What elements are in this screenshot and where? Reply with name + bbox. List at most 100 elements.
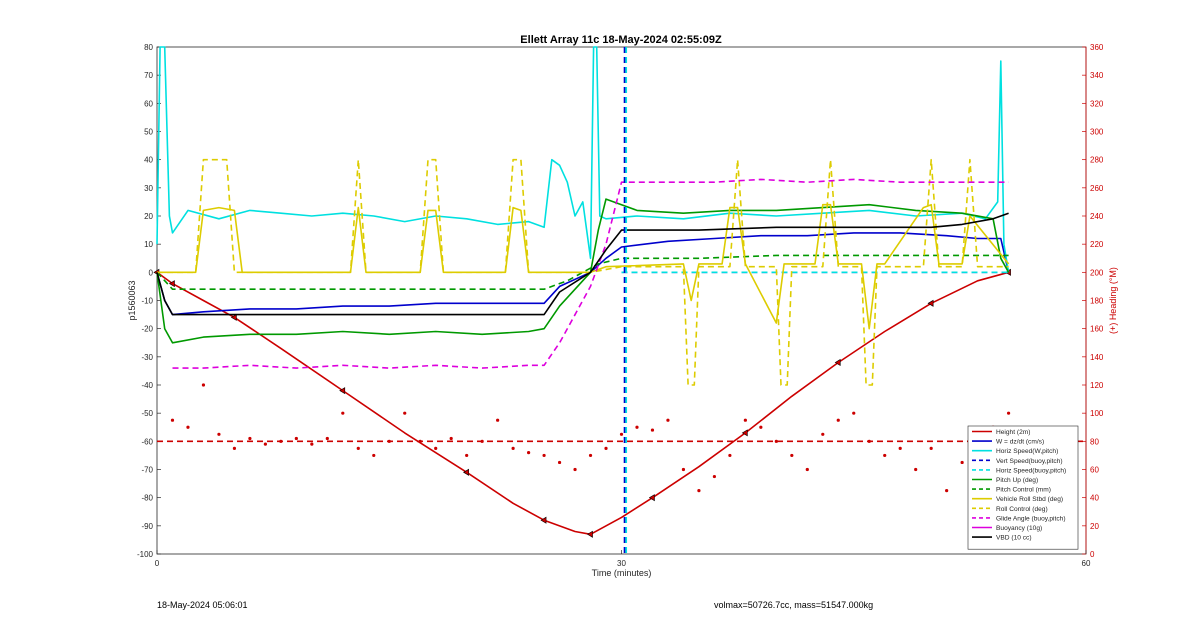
- y-tick-label: 0: [149, 268, 154, 277]
- heading-point: [898, 446, 902, 450]
- heading-point: [341, 411, 345, 415]
- heading-point: [325, 436, 329, 441]
- y2-tick-label: 140: [1090, 353, 1104, 362]
- y2-tick-label: 20: [1090, 522, 1099, 531]
- y2-tick-label: 40: [1090, 494, 1099, 503]
- legend-label: Height (2m): [996, 429, 1030, 436]
- height-marker: [927, 299, 934, 307]
- heading-point: [960, 460, 964, 465]
- heading-point: [759, 425, 763, 429]
- heading-point: [945, 489, 949, 493]
- y-tick-label: -80: [141, 494, 153, 503]
- series-group: [153, 46, 1086, 554]
- y2-axis-label: (+) Heading (°M): [1108, 267, 1118, 334]
- height-marker: [230, 313, 237, 321]
- heading-point: [697, 489, 701, 493]
- y-tick-label: -40: [141, 381, 153, 390]
- heading-point: [434, 446, 438, 450]
- y2-tick-label: 0: [1090, 550, 1095, 559]
- heading-point: [403, 411, 407, 415]
- y2-tick-label: 100: [1090, 409, 1104, 418]
- series-line: [156, 212, 1009, 316]
- heading-point: [805, 467, 809, 472]
- height-marker: [586, 530, 593, 538]
- y2-tick-label: 240: [1090, 212, 1104, 221]
- heading-point: [496, 418, 500, 422]
- y-tick-label: -60: [141, 437, 153, 446]
- y2-tick-label: 260: [1090, 184, 1104, 193]
- y-axis-label: p1560063: [127, 280, 137, 320]
- heading-point: [449, 436, 453, 441]
- legend-label: Horiz Speed(buoy,pitch): [996, 467, 1066, 474]
- heading-point: [790, 453, 794, 458]
- heading-point: [712, 474, 717, 479]
- heading-point: [310, 442, 314, 446]
- heading-point: [604, 446, 608, 450]
- y2-tick-label: 60: [1090, 466, 1099, 475]
- footer-timestamp: 18-May-2024 05:06:01: [157, 600, 248, 610]
- heading-point: [542, 453, 546, 458]
- legend-label: Horiz Speed(W,pitch): [996, 448, 1058, 455]
- legend-label: Roll Control (deg): [996, 506, 1048, 513]
- y-tick-label: -50: [141, 409, 153, 418]
- series-line: [172, 178, 1009, 369]
- legend-label: Pitch Control (mm): [996, 487, 1051, 494]
- y2-tick-label: 340: [1090, 71, 1104, 80]
- y-tick-label: -70: [141, 466, 153, 475]
- y2-tick-label: 300: [1090, 128, 1104, 137]
- heading-point: [650, 428, 655, 432]
- y-tick-label: 20: [144, 212, 153, 221]
- heading-point: [527, 451, 531, 455]
- y-tick-label: -30: [141, 353, 153, 362]
- series-line: [156, 271, 1009, 536]
- y2-tick-label: 360: [1090, 43, 1104, 52]
- heading-point: [821, 432, 825, 436]
- y2-tick-label: 180: [1090, 297, 1104, 306]
- heading-point: [232, 446, 237, 450]
- heading-point: [170, 418, 175, 422]
- chart-title: Ellett Array 11c 18-May-2024 02:55:09Z: [520, 34, 722, 46]
- height-marker: [648, 494, 655, 502]
- legend-label: Vert Speed(buoy,pitch): [996, 458, 1063, 465]
- legend-box: [967, 425, 1079, 550]
- heading-point: [852, 411, 856, 415]
- legend-label: Pitch Up (deg): [996, 477, 1038, 484]
- heading-point: [372, 453, 376, 458]
- height-marker: [339, 387, 346, 395]
- y-tick-label: 70: [144, 71, 153, 80]
- y2-tick-label: 320: [1090, 99, 1104, 108]
- series-line: [156, 254, 1009, 291]
- y-tick-label: -10: [141, 297, 153, 306]
- legend-label: Glide Angle (buoy,pitch): [996, 515, 1066, 522]
- heading-point: [743, 418, 747, 422]
- y-tick-label: -20: [141, 325, 153, 334]
- heading-point: [186, 425, 190, 429]
- x-tick-label: 30: [617, 559, 626, 568]
- heading-point: [635, 425, 639, 429]
- y-tick-label: 60: [144, 99, 153, 108]
- heading-point: [681, 467, 686, 472]
- y-tick-label: 40: [144, 156, 153, 165]
- heading-point: [356, 446, 360, 450]
- x-axis-label: Time (minutes): [592, 568, 652, 578]
- y-tick-label: -90: [141, 522, 153, 531]
- series-line: [157, 203, 1010, 330]
- series-line: [156, 232, 1010, 316]
- y-tick-label: -100: [137, 550, 154, 559]
- heading-point: [294, 436, 298, 441]
- heading-point: [929, 446, 933, 450]
- x-tick-label: 0: [155, 559, 160, 568]
- heading-point: [914, 467, 918, 472]
- footer-info: volmax=50726.7cc, mass=51547.000kg: [714, 600, 874, 610]
- heading-point: [557, 460, 562, 465]
- legend-label: Buoyancy (10g): [996, 525, 1042, 532]
- y2-tick-label: 200: [1090, 268, 1104, 277]
- heading-point: [619, 432, 624, 436]
- heading-point: [573, 467, 577, 472]
- heading-point: [666, 418, 670, 422]
- y2-tick-label: 120: [1090, 381, 1104, 390]
- legend-label: W = dz/dt (cm/s): [996, 439, 1044, 446]
- y-tick-label: 10: [144, 240, 153, 249]
- heading-point: [263, 442, 267, 446]
